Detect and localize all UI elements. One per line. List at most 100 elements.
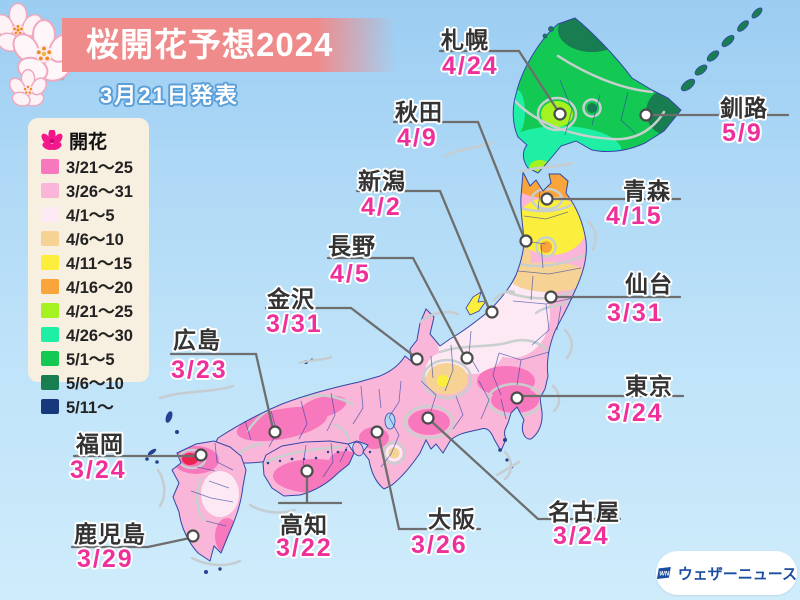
city-marker-kushiro — [639, 108, 653, 122]
city-marker-hiroshima — [268, 425, 282, 439]
city-date-kushiro: 5/9 — [722, 119, 763, 147]
city-label-nagano: 長野 — [328, 233, 376, 259]
legend-color-swatch — [41, 254, 59, 270]
city-marker-akita — [519, 234, 533, 248]
legend-color-swatch — [41, 182, 59, 198]
legend-color-swatch — [41, 302, 59, 318]
city-label-sendai: 仙台 — [625, 271, 673, 297]
legend-color-swatch — [41, 398, 59, 414]
city-marker-nagano — [460, 351, 474, 365]
legend-label: 4/11〜15 — [66, 255, 133, 273]
city-date-kagoshima: 3/29 — [77, 545, 134, 573]
city-marker-tokyo — [510, 391, 524, 405]
city-date-tokyo: 3/24 — [607, 399, 664, 427]
city-label-hiroshima: 広島 — [173, 327, 221, 353]
city-marker-sendai — [544, 290, 558, 304]
city-label-akita: 秋田 — [395, 99, 443, 125]
city-date-nagano: 4/5 — [330, 260, 371, 288]
awaji-island — [352, 441, 364, 457]
legend-label: 5/11〜 — [66, 399, 114, 417]
city-label-osaka: 大阪 — [428, 506, 476, 532]
legend-header: 開花 — [41, 127, 143, 154]
city-date-fukuoka: 3/24 — [70, 456, 127, 484]
legend-row: 4/16〜20 — [41, 274, 143, 298]
city-date-hiroshima: 3/23 — [171, 356, 228, 384]
city-marker-niigata — [485, 305, 499, 319]
prefecture-borders — [190, 79, 637, 527]
legend-label: 4/6〜10 — [66, 231, 124, 249]
leader-lines — [70, 49, 790, 549]
legend-label: 3/21〜25 — [66, 159, 133, 177]
weathernews-logo-text: ウェザーニュース — [677, 565, 797, 583]
legend-row: 5/6〜10 — [41, 370, 143, 394]
legend-row: 3/26〜31 — [41, 178, 143, 202]
legend-color-swatch — [41, 350, 59, 366]
sakura-flower-icon — [41, 129, 63, 150]
sea-contour-lines — [156, 140, 597, 567]
kuril-islands — [542, 7, 763, 92]
legend-label: 4/21〜25 — [66, 303, 133, 321]
legend-row: 3/21〜25 — [41, 154, 143, 178]
wn-logo-icon: WN — [656, 566, 671, 580]
svg-text:WN: WN — [659, 571, 670, 577]
sakura-blossoms-decoration — [0, 2, 77, 107]
city-marker-aomori — [540, 192, 554, 206]
city-marker-kagoshima — [186, 529, 200, 543]
legend-row: 5/1〜5 — [41, 346, 143, 370]
city-label-fukuoka: 福岡 — [76, 431, 124, 457]
city-marker-sapporo — [553, 107, 567, 121]
city-label-aomori: 青森 — [623, 178, 671, 204]
city-date-kanazawa: 3/31 — [266, 310, 323, 338]
city-markers — [186, 107, 653, 543]
legend-color-swatch — [41, 374, 59, 390]
city-marker-kanazawa — [410, 352, 424, 366]
legend-row: 4/1〜5 — [41, 202, 143, 226]
sakura-blossom-large — [12, 19, 76, 82]
city-marker-kochi — [300, 464, 314, 478]
hokkaido-coastline — [512, 17, 682, 174]
city-label-niigata: 新潟 — [358, 168, 406, 194]
city-date-sendai: 3/31 — [607, 299, 664, 327]
legend-color-swatch — [41, 158, 59, 174]
legend-label: 4/1〜5 — [66, 207, 115, 225]
legend-color-swatch — [41, 230, 59, 246]
legend-color-swatch — [41, 278, 59, 294]
legend-row: 4/21〜25 — [41, 298, 143, 322]
legend-label: 4/26〜30 — [66, 327, 133, 345]
city-date-kochi: 3/22 — [276, 534, 333, 562]
city-marker-osaka — [370, 425, 384, 439]
city-label-kanazawa: 金沢 — [267, 286, 315, 312]
city-date-akita: 4/9 — [397, 124, 438, 152]
city-label-kochi: 高知 — [280, 512, 328, 538]
city-label-tokyo: 東京 — [625, 373, 673, 399]
city-date-niigata: 4/2 — [361, 193, 402, 221]
kyushu-coastline — [171, 440, 247, 562]
legend-label: 5/1〜5 — [66, 351, 115, 369]
honshu-coastline — [212, 170, 587, 490]
city-label-nagoya: 名古屋 — [548, 499, 620, 525]
legend-label: 5/6〜10 — [66, 375, 124, 393]
bloom-legend: 開花 3/21〜25 3/26〜31 4/1〜5 4/6〜10 4/11〜15 4/16〜… — [28, 118, 149, 417]
legend-row: 4/6〜10 — [41, 226, 143, 250]
weathernews-logo: WN ウェザーニュース — [656, 551, 797, 595]
city-date-osaka: 3/26 — [411, 531, 468, 559]
city-marker-nagoya — [421, 411, 435, 425]
legend-label: 3/26〜31 — [66, 183, 133, 201]
legend-label: 4/16〜20 — [66, 279, 133, 297]
page-title: 桜開花予想2024 — [86, 26, 334, 63]
city-date-sapporo: 4/24 — [442, 52, 499, 80]
announce-date: 3月21日発表 — [100, 83, 239, 108]
legend-color-swatch — [41, 206, 59, 222]
legend-row: 4/26〜30 — [41, 322, 143, 346]
shikoku-coastline — [262, 440, 355, 497]
sado-island — [465, 291, 487, 316]
city-marker-fukuoka — [194, 448, 208, 462]
legend-row: 4/11〜15 — [41, 250, 143, 274]
city-date-nagoya: 3/24 — [553, 522, 610, 550]
city-label-kushiro: 釧路 — [720, 95, 768, 121]
title-banner: 桜開花予想2024 — [62, 18, 396, 72]
legend-header-label: 開花 — [69, 132, 108, 153]
legend-color-swatch — [41, 326, 59, 342]
city-label-kagoshima: 鹿児島 — [74, 521, 146, 547]
